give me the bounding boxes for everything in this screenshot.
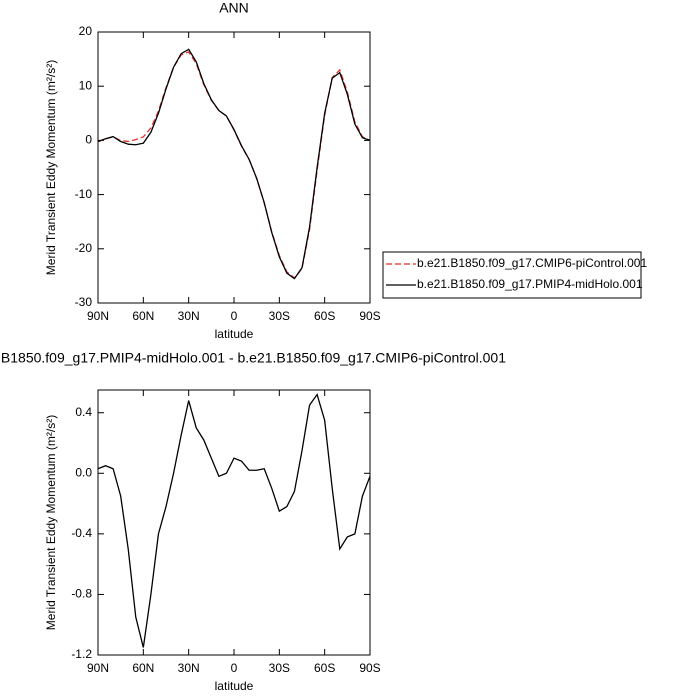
y-axis-label: Merid Transient Eddy Momentum (m²/s²)	[44, 60, 58, 275]
x-tick-label: 60N	[132, 661, 154, 675]
x-tick-label: 60S	[314, 661, 335, 675]
y-tick-label: -0.4	[71, 526, 92, 540]
x-axis-label: latitude	[215, 679, 254, 693]
data-line	[97, 48, 371, 280]
y-tick-label: -10	[75, 187, 93, 201]
y-tick-label: -30	[75, 295, 93, 309]
x-tick-label: 90S	[359, 661, 380, 675]
y-tick-label: 20	[79, 24, 93, 38]
x-tick-label: 60S	[314, 309, 335, 323]
x-tick-label: 90N	[87, 309, 109, 323]
chart-title: b.e21.B1850.f09_g17.PMIP4-midHolo.001 - …	[0, 350, 506, 366]
x-tick-label: 30S	[269, 309, 290, 323]
y-tick-label: 0	[85, 133, 92, 147]
plot-frame	[97, 31, 371, 304]
y-axis-label: Merid Transient Eddy Momentum (m²/s²)	[44, 415, 58, 630]
x-tick-label: 90S	[359, 309, 380, 323]
x-axis-label: latitude	[215, 327, 254, 341]
y-tick-label: 0.4	[75, 405, 92, 419]
y-tick-label: 10	[79, 78, 93, 92]
plot-frame	[97, 389, 371, 656]
y-tick-label: -0.8	[71, 587, 92, 601]
legend-box	[382, 251, 642, 299]
x-tick-label: 30N	[178, 309, 200, 323]
x-tick-label: 30N	[178, 661, 200, 675]
y-tick-label: -20	[75, 241, 93, 255]
x-tick-label: 30S	[269, 661, 290, 675]
y-tick-label: 0.0	[75, 465, 92, 479]
chart-title: ANN	[219, 0, 249, 16]
x-tick-label: 60N	[132, 309, 154, 323]
x-tick-label: 90N	[87, 661, 109, 675]
legend-label: b.e21.B1850.f09_g17.PMIP4-midHolo.001	[417, 277, 643, 291]
x-tick-label: 0	[231, 661, 238, 675]
data-line	[97, 393, 371, 648]
y-tick-label: -1.2	[71, 647, 92, 661]
data-line	[97, 51, 371, 279]
x-tick-label: 0	[231, 309, 238, 323]
legend-label: b.e21.B1850.f09_g17.CMIP6-piControl.001	[417, 256, 647, 270]
